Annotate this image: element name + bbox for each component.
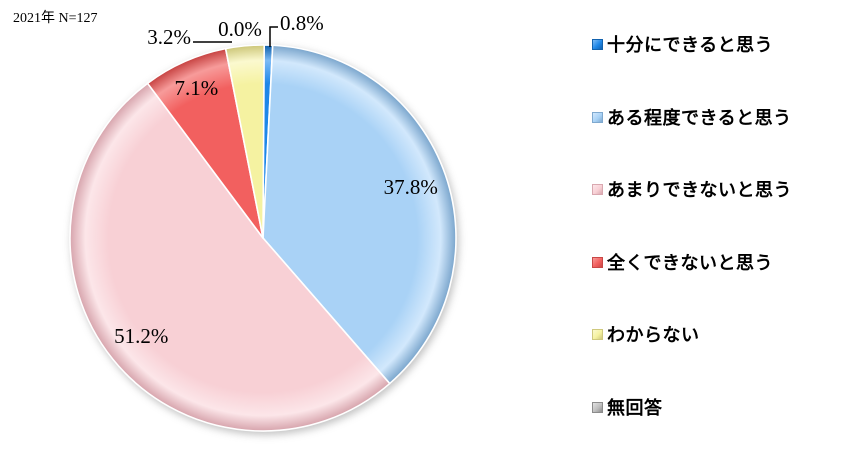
legend-label-4: わからない [607,325,700,345]
pie-slices-group [69,44,457,432]
legend-label-1: ある程度できると思う [607,108,792,128]
legend-key-icon-5 [592,401,603,413]
leader-line-0 [269,26,278,47]
pie-slice-4 [224,44,266,239]
legend-item-1: ある程度できると思う [592,106,792,128]
data-labels-group: 0.8% 37.8% 51.2% 7.1% 3.2% 0.0% [114,11,438,348]
pct-label-4: 3.2% [147,25,191,49]
legend-key-icon-4 [592,328,603,340]
legend-label-0: 十分にできると思う [607,35,774,55]
legend-key-icon-1 [592,111,603,123]
leader-lines-group [193,26,278,47]
year-sample-size-label: 2021年 N=127 [13,10,98,26]
legend-key-icon-0 [592,38,603,50]
pct-label-0: 0.8% [280,11,324,35]
pie-slice-1 [262,44,457,385]
pie-chart: 2021年 N=127 0.8% 37.8% 51.2% 7.1% 3.2% 0.0% [13,10,457,432]
legend-item-0: 十分にできると思う [592,33,773,55]
pct-label-1: 37.8% [384,175,438,199]
legend-item-2: あまりできないと思う [592,178,792,200]
legend-item-3: 全くできないと思う [592,251,773,273]
legend-key-icon-3 [592,256,603,268]
pct-label-2: 51.2% [114,324,168,348]
pie-slice-2 [69,82,391,432]
legend-item-5: 無回答 [592,396,663,418]
legend-item-4: わからない [592,323,700,345]
pct-label-5: 0.0% [218,17,262,41]
legend-label-5: 無回答 [607,398,663,418]
legend-label-2: あまりできないと思う [607,180,792,200]
legend-label-3: 全くできないと思う [607,253,773,273]
pct-label-3: 7.1% [175,76,219,100]
legend-key-icon-2 [592,183,603,195]
